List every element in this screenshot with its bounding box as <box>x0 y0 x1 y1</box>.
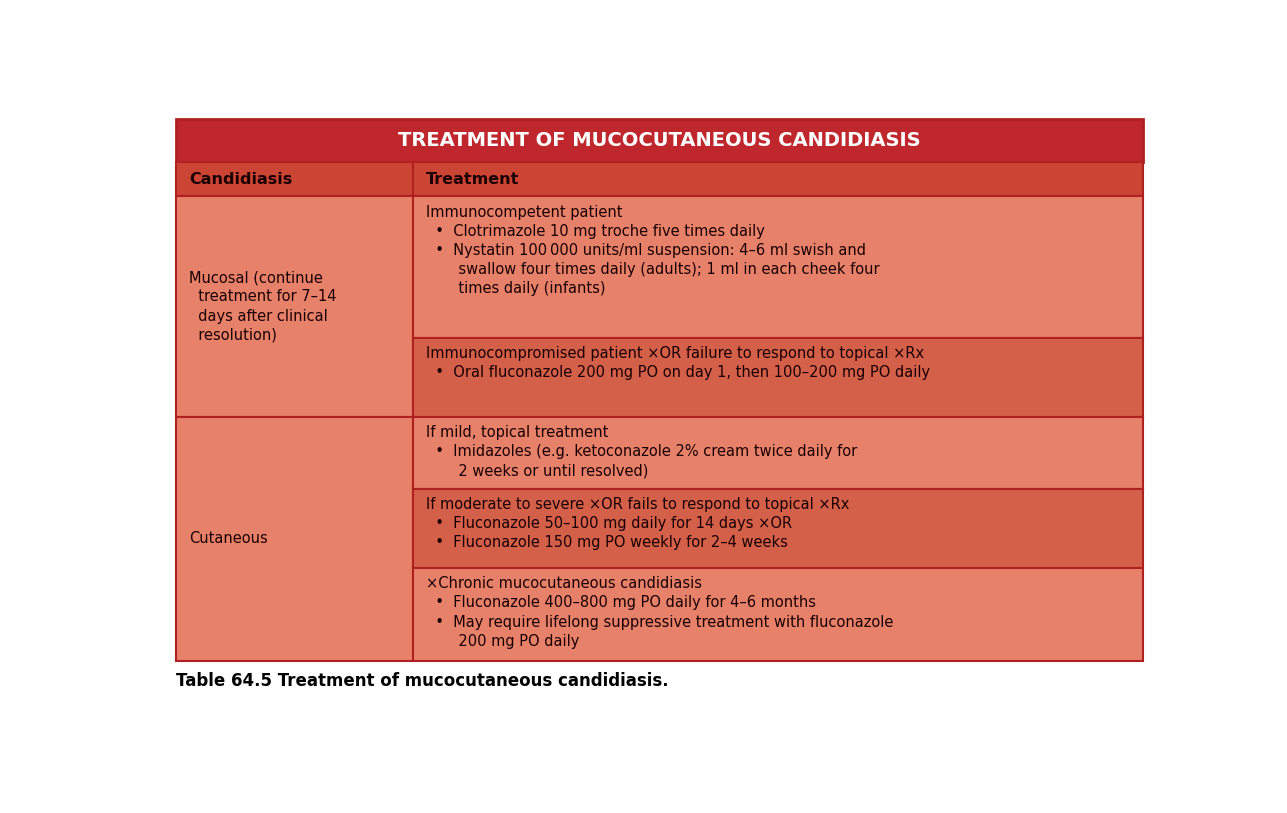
Bar <box>413 417 1143 489</box>
Bar <box>413 489 1143 568</box>
Bar <box>413 568 1143 661</box>
Bar <box>413 197 1143 337</box>
Bar <box>176 197 413 417</box>
Text: If mild, topical treatment
  •  Imidazoles (e.g. ketoconazole 2% cream twice dai: If mild, topical treatment • Imidazoles … <box>426 425 857 478</box>
Text: ×Chronic mucocutaneous candidiasis
  •  Fluconazole 400–800 mg PO daily for 4–6 : ×Chronic mucocutaneous candidiasis • Flu… <box>426 576 893 649</box>
Bar <box>176 162 1143 197</box>
Text: Immunocompetent patient
  •  Clotrimazole 10 mg troche five times daily
  •  Nys: Immunocompetent patient • Clotrimazole 1… <box>426 205 879 297</box>
Text: Immunocompromised patient ×OR failure to respond to topical ×Rx
  •  Oral flucon: Immunocompromised patient ×OR failure to… <box>426 346 931 380</box>
Text: Treatment: Treatment <box>426 172 519 187</box>
Text: Table 64.5 Treatment of mucocutaneous candidiasis.: Table 64.5 Treatment of mucocutaneous ca… <box>176 672 668 690</box>
Text: If moderate to severe ×OR fails to respond to topical ×Rx
  •  Fluconazole 50–10: If moderate to severe ×OR fails to respo… <box>426 497 849 550</box>
Text: Mucosal (continue
  treatment for 7–14
  days after clinical
  resolution): Mucosal (continue treatment for 7–14 day… <box>189 270 336 343</box>
Bar <box>176 120 1143 162</box>
Text: TREATMENT OF MUCOCUTANEOUS CANDIDIASIS: TREATMENT OF MUCOCUTANEOUS CANDIDIASIS <box>398 131 921 150</box>
Text: Candidiasis: Candidiasis <box>189 172 292 187</box>
Bar <box>413 337 1143 417</box>
Text: Cutaneous: Cutaneous <box>189 532 268 546</box>
Bar <box>176 417 413 661</box>
